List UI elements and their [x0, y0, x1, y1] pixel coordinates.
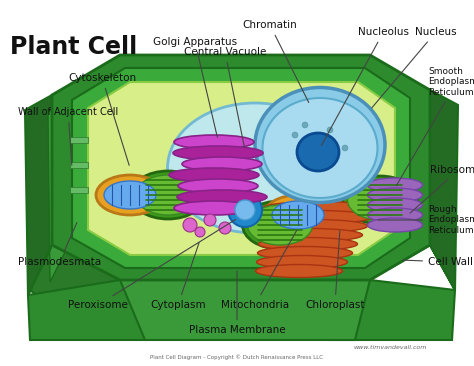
Text: Golgi Apparatus: Golgi Apparatus: [153, 37, 237, 137]
Ellipse shape: [258, 238, 357, 250]
Ellipse shape: [136, 175, 201, 215]
Circle shape: [195, 227, 205, 237]
Text: Nucleolus: Nucleolus: [321, 27, 409, 146]
Ellipse shape: [347, 180, 412, 220]
Ellipse shape: [263, 98, 377, 198]
Ellipse shape: [130, 171, 206, 219]
Ellipse shape: [167, 103, 343, 233]
Ellipse shape: [174, 201, 254, 215]
Circle shape: [307, 152, 313, 158]
Ellipse shape: [257, 246, 353, 259]
Text: Smooth
Endoplasmic
Reticulum: Smooth Endoplasmic Reticulum: [396, 67, 474, 186]
Ellipse shape: [263, 202, 377, 214]
Polygon shape: [25, 95, 52, 295]
Ellipse shape: [182, 157, 262, 171]
Ellipse shape: [174, 135, 254, 149]
Polygon shape: [70, 187, 88, 193]
Text: www.timvandevall.com: www.timvandevall.com: [353, 345, 427, 350]
Ellipse shape: [247, 205, 312, 245]
Ellipse shape: [261, 220, 367, 232]
Circle shape: [292, 132, 298, 138]
Ellipse shape: [367, 218, 422, 232]
Polygon shape: [72, 68, 410, 268]
Ellipse shape: [367, 198, 422, 212]
Text: Plasma Membrane: Plasma Membrane: [189, 271, 285, 335]
Circle shape: [302, 122, 308, 128]
Ellipse shape: [255, 265, 343, 277]
Text: Rough
Endoplasmic
Reticulum: Rough Endoplasmic Reticulum: [378, 205, 474, 235]
Polygon shape: [430, 90, 458, 290]
Text: Central Vacuole: Central Vacuole: [184, 47, 266, 147]
Polygon shape: [330, 230, 455, 340]
Ellipse shape: [169, 168, 259, 182]
Ellipse shape: [367, 188, 422, 202]
Ellipse shape: [96, 175, 164, 215]
Polygon shape: [70, 162, 88, 168]
Text: Ribosomes: Ribosomes: [410, 165, 474, 213]
Polygon shape: [30, 230, 125, 310]
Polygon shape: [88, 82, 395, 255]
Text: Plant Cell Diagram - Copyright © Dutch Renaissance Press LLC: Plant Cell Diagram - Copyright © Dutch R…: [151, 354, 323, 360]
Polygon shape: [48, 100, 72, 282]
Text: Chloroplast: Chloroplast: [305, 231, 365, 310]
Ellipse shape: [259, 228, 363, 242]
Circle shape: [183, 218, 197, 232]
Ellipse shape: [367, 208, 422, 222]
Ellipse shape: [243, 201, 318, 249]
Ellipse shape: [297, 133, 339, 171]
Ellipse shape: [178, 179, 258, 193]
Ellipse shape: [173, 146, 263, 160]
Ellipse shape: [367, 178, 422, 192]
Text: Cell Wall: Cell Wall: [403, 257, 473, 267]
Text: Wall of Adjacent Cell: Wall of Adjacent Cell: [18, 107, 118, 165]
Ellipse shape: [343, 176, 418, 224]
Polygon shape: [28, 238, 145, 340]
Polygon shape: [52, 55, 430, 280]
Ellipse shape: [272, 201, 324, 229]
Text: Nucleus: Nucleus: [372, 27, 456, 108]
Ellipse shape: [104, 181, 156, 209]
Ellipse shape: [255, 87, 385, 202]
Text: Mitochondria: Mitochondria: [221, 231, 297, 310]
Text: Peroxisome: Peroxisome: [68, 220, 236, 310]
Circle shape: [342, 145, 348, 151]
Circle shape: [235, 200, 255, 220]
Polygon shape: [120, 280, 370, 340]
Polygon shape: [70, 137, 88, 143]
Text: Cytoplasm: Cytoplasm: [150, 243, 206, 310]
Text: Chromatin: Chromatin: [243, 20, 309, 102]
Circle shape: [327, 127, 333, 133]
Circle shape: [204, 214, 216, 226]
Text: Plant Cell: Plant Cell: [10, 35, 137, 59]
Ellipse shape: [177, 190, 267, 204]
Circle shape: [228, 193, 262, 227]
Circle shape: [219, 222, 231, 234]
Ellipse shape: [262, 210, 373, 224]
Text: Plasmodesmata: Plasmodesmata: [18, 223, 101, 267]
Ellipse shape: [256, 255, 347, 269]
Ellipse shape: [264, 195, 332, 235]
Text: Cytoskeleton: Cytoskeleton: [68, 73, 136, 165]
